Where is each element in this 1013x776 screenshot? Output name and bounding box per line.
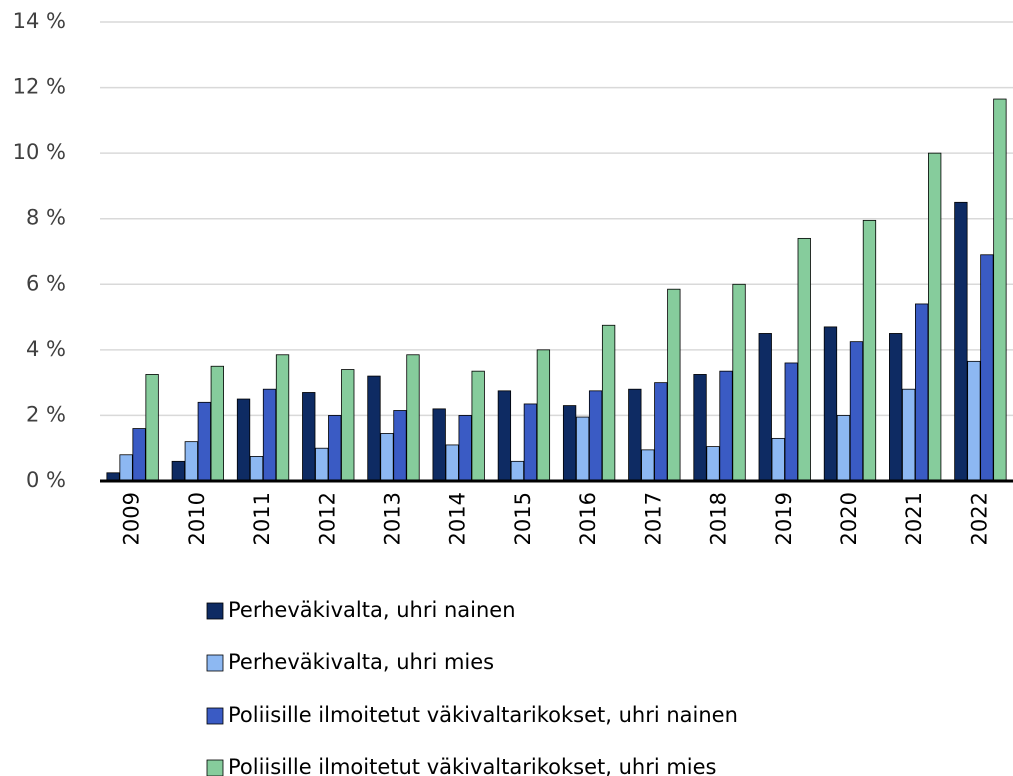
bar [797, 237, 811, 482]
bar [341, 369, 355, 482]
bar [328, 415, 342, 482]
bar [732, 283, 746, 482]
legend-swatch [206, 654, 224, 672]
bar [315, 447, 329, 482]
bar [132, 428, 146, 482]
x-tick-label: 2012 [315, 492, 339, 545]
bar [197, 401, 211, 482]
x-tick-label: 2022 [967, 492, 991, 545]
y-tick-label: 8 % [26, 206, 66, 230]
bar [393, 410, 407, 482]
y-tick-label: 14 % [13, 9, 66, 33]
bar [302, 392, 316, 482]
bar [771, 437, 785, 482]
bar [915, 303, 929, 482]
legend-swatch [206, 602, 224, 620]
bar [145, 374, 159, 482]
bar [954, 201, 968, 482]
bar [562, 405, 577, 482]
bar [693, 374, 707, 482]
bar [184, 441, 198, 482]
bar [980, 254, 994, 482]
bar [823, 326, 838, 482]
bar [601, 324, 616, 482]
bar [928, 152, 942, 482]
bar [262, 388, 277, 482]
x-tick-label: 2020 [837, 492, 861, 545]
bar [902, 388, 916, 482]
bar [249, 456, 264, 482]
x-tick-label: 2015 [511, 492, 535, 545]
bar [889, 333, 903, 482]
x-tick-label: 2017 [641, 492, 665, 545]
x-tick-label: 2019 [772, 492, 796, 545]
legend-label: Poliisille ilmoitetut väkivaltarikokset,… [228, 703, 738, 727]
x-tick-label: 2021 [902, 492, 926, 545]
bar [993, 98, 1007, 482]
bar [628, 388, 642, 482]
legend-label: Perheväkivalta, uhri nainen [228, 598, 516, 622]
y-tick-label: 4 % [26, 337, 66, 361]
x-tick-label: 2016 [576, 492, 600, 545]
y-tick-label: 6 % [26, 271, 66, 295]
bar [236, 398, 251, 482]
bar [575, 416, 590, 482]
x-tick-label: 2013 [380, 492, 404, 545]
legend-swatch [206, 707, 224, 725]
bar [458, 415, 472, 482]
bar [367, 375, 381, 482]
bar [445, 444, 459, 482]
bar [210, 365, 224, 482]
legend-label: Perheväkivalta, uhri mies [228, 650, 494, 674]
y-tick-label: 2 % [26, 402, 66, 426]
bar [380, 433, 394, 482]
bar [667, 288, 681, 482]
bar [862, 219, 877, 482]
y-tick-label: 12 % [13, 75, 66, 99]
y-tick-label: 10 % [13, 140, 66, 164]
bar [836, 415, 851, 482]
bar [119, 454, 133, 482]
y-tick-label: 0 % [26, 468, 66, 492]
x-tick-label: 2010 [185, 492, 209, 545]
legend-label: Poliisille ilmoitetut väkivaltarikokset,… [228, 755, 717, 776]
x-tick-label: 2014 [446, 492, 470, 545]
legend-swatch [206, 759, 224, 776]
bar [536, 349, 551, 482]
bar [406, 354, 420, 482]
bar [171, 460, 185, 482]
bar [510, 460, 525, 482]
bar [849, 341, 864, 482]
bar [784, 362, 798, 482]
bar [967, 360, 981, 482]
bar [654, 382, 668, 482]
bar [706, 446, 720, 482]
x-tick-label: 2011 [250, 492, 274, 545]
bar [523, 403, 538, 482]
bar [275, 354, 290, 482]
bar [641, 449, 655, 482]
bar [588, 390, 603, 482]
bar [471, 370, 485, 482]
x-tick-label: 2018 [707, 492, 731, 545]
x-tick-label: 2009 [120, 492, 144, 545]
bar [758, 333, 772, 482]
bar [497, 390, 512, 482]
bar [432, 408, 446, 482]
bar [719, 370, 733, 482]
